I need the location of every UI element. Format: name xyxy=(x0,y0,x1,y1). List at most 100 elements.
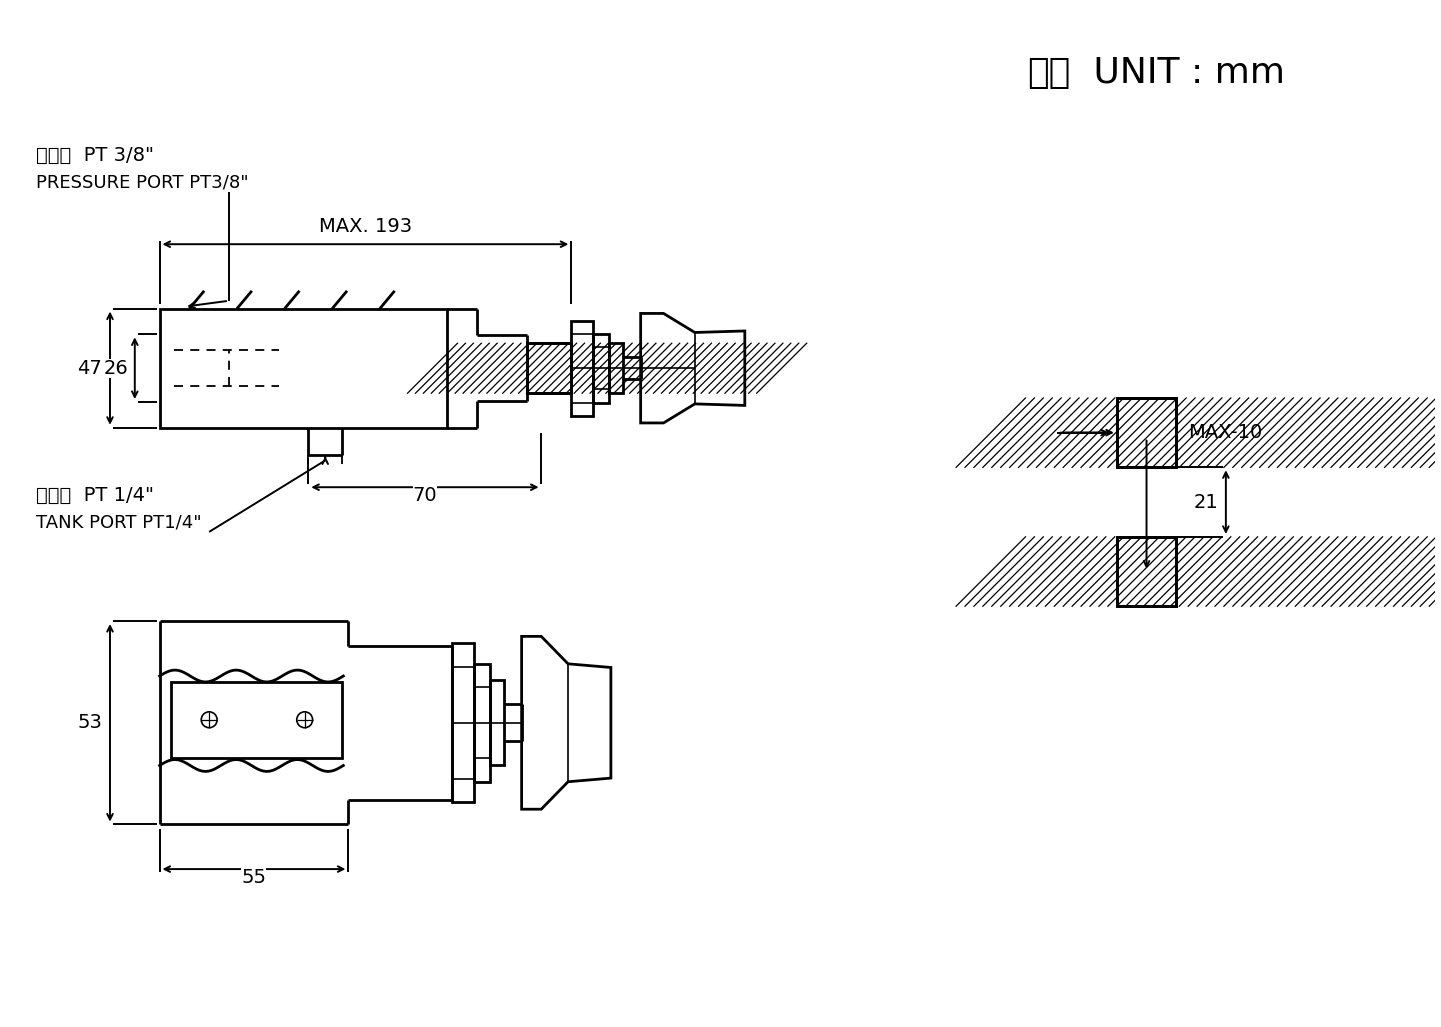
Text: MAX. 193: MAX. 193 xyxy=(318,218,412,236)
Line: 2 pts: 2 pts xyxy=(693,343,744,393)
Line: 2 pts: 2 pts xyxy=(965,397,1035,467)
Point xyxy=(1055,600,1072,612)
Line: 2 pts: 2 pts xyxy=(1376,397,1441,467)
Point xyxy=(957,600,974,612)
Point xyxy=(991,600,1009,612)
Point xyxy=(1313,461,1330,473)
Line: 2 pts: 2 pts xyxy=(1055,397,1124,467)
Line: 2 pts: 2 pts xyxy=(542,343,592,393)
Point xyxy=(1017,531,1035,543)
Point xyxy=(1081,461,1098,473)
Text: 21: 21 xyxy=(1193,493,1218,511)
Line: 2 pts: 2 pts xyxy=(1321,537,1392,606)
Point xyxy=(735,337,752,349)
Point xyxy=(1278,600,1295,612)
Point xyxy=(1368,600,1385,612)
Point xyxy=(1151,531,1169,543)
Point xyxy=(1294,391,1311,404)
Point xyxy=(1222,531,1239,543)
Line: 2 pts: 2 pts xyxy=(1402,397,1441,467)
Point xyxy=(1294,531,1311,543)
Line: 2 pts: 2 pts xyxy=(1099,397,1169,467)
Line: 2 pts: 2 pts xyxy=(574,343,624,393)
Point xyxy=(1206,461,1223,473)
Point xyxy=(1035,391,1052,404)
Point xyxy=(1347,531,1365,543)
Point xyxy=(991,461,1009,473)
Line: 2 pts: 2 pts xyxy=(1242,397,1311,467)
Point xyxy=(576,337,594,349)
Point xyxy=(478,387,496,400)
Point xyxy=(1285,531,1303,543)
Point xyxy=(1019,461,1036,473)
Point xyxy=(1268,600,1285,612)
Point xyxy=(1097,391,1114,404)
Point xyxy=(695,337,712,349)
Line: 2 pts: 2 pts xyxy=(1063,397,1133,467)
Line: 2 pts: 2 pts xyxy=(1304,397,1373,467)
Line: 2 pts: 2 pts xyxy=(1393,397,1441,467)
Point xyxy=(1311,531,1329,543)
Point xyxy=(1251,461,1268,473)
Point xyxy=(1117,461,1134,473)
Bar xyxy=(171,682,343,758)
Bar xyxy=(594,334,610,403)
Text: 回油孔  PT 1/4": 回油孔 PT 1/4" xyxy=(36,486,154,505)
Point xyxy=(465,337,483,349)
Point xyxy=(1347,391,1365,404)
Point xyxy=(615,337,633,349)
Line: 2 pts: 2 pts xyxy=(1170,537,1239,606)
Line: 2 pts: 2 pts xyxy=(1268,397,1337,467)
Point xyxy=(1349,461,1366,473)
Bar xyxy=(474,663,490,782)
Point xyxy=(1356,531,1373,543)
Line: 2 pts: 2 pts xyxy=(1331,537,1401,606)
Line: 2 pts: 2 pts xyxy=(1197,537,1267,606)
Point xyxy=(1267,391,1284,404)
Line: 2 pts: 2 pts xyxy=(1277,397,1347,467)
Point xyxy=(1088,531,1105,543)
Point xyxy=(1215,600,1232,612)
Point xyxy=(647,337,664,349)
Point xyxy=(1233,600,1251,612)
Line: 2 pts: 2 pts xyxy=(558,343,608,393)
Point xyxy=(1133,531,1150,543)
Point xyxy=(758,337,775,349)
Line: 2 pts: 2 pts xyxy=(1161,397,1231,467)
Line: 2 pts: 2 pts xyxy=(1313,397,1382,467)
Line: 2 pts: 2 pts xyxy=(1251,397,1320,467)
Line: 2 pts: 2 pts xyxy=(733,343,782,393)
Point xyxy=(693,387,710,400)
Point xyxy=(741,387,758,400)
Point xyxy=(1180,461,1197,473)
Point xyxy=(965,461,983,473)
Point xyxy=(1108,600,1125,612)
Point xyxy=(584,337,601,349)
Point xyxy=(415,387,432,400)
Point xyxy=(561,337,578,349)
Line: 2 pts: 2 pts xyxy=(974,537,1043,606)
Line: 2 pts: 2 pts xyxy=(1366,537,1437,606)
Point xyxy=(774,337,791,349)
Line: 2 pts: 2 pts xyxy=(566,343,617,393)
Line: 2 pts: 2 pts xyxy=(1357,537,1427,606)
Point xyxy=(529,337,546,349)
Point xyxy=(1141,531,1159,543)
Point xyxy=(457,337,474,349)
Point xyxy=(1071,391,1088,404)
Line: 2 pts: 2 pts xyxy=(1108,537,1177,606)
Line: 2 pts: 2 pts xyxy=(1000,537,1071,606)
Point xyxy=(1196,531,1213,543)
Line: 2 pts: 2 pts xyxy=(503,343,553,393)
Line: 2 pts: 2 pts xyxy=(661,343,712,393)
Point xyxy=(1215,461,1232,473)
Bar xyxy=(1117,397,1176,467)
Line: 2 pts: 2 pts xyxy=(1393,537,1441,606)
Point xyxy=(1418,391,1435,404)
Bar xyxy=(160,309,447,427)
Point xyxy=(1428,531,1441,543)
Point xyxy=(637,387,654,400)
Text: 70: 70 xyxy=(412,486,437,505)
Point xyxy=(624,337,641,349)
Point xyxy=(1259,461,1277,473)
